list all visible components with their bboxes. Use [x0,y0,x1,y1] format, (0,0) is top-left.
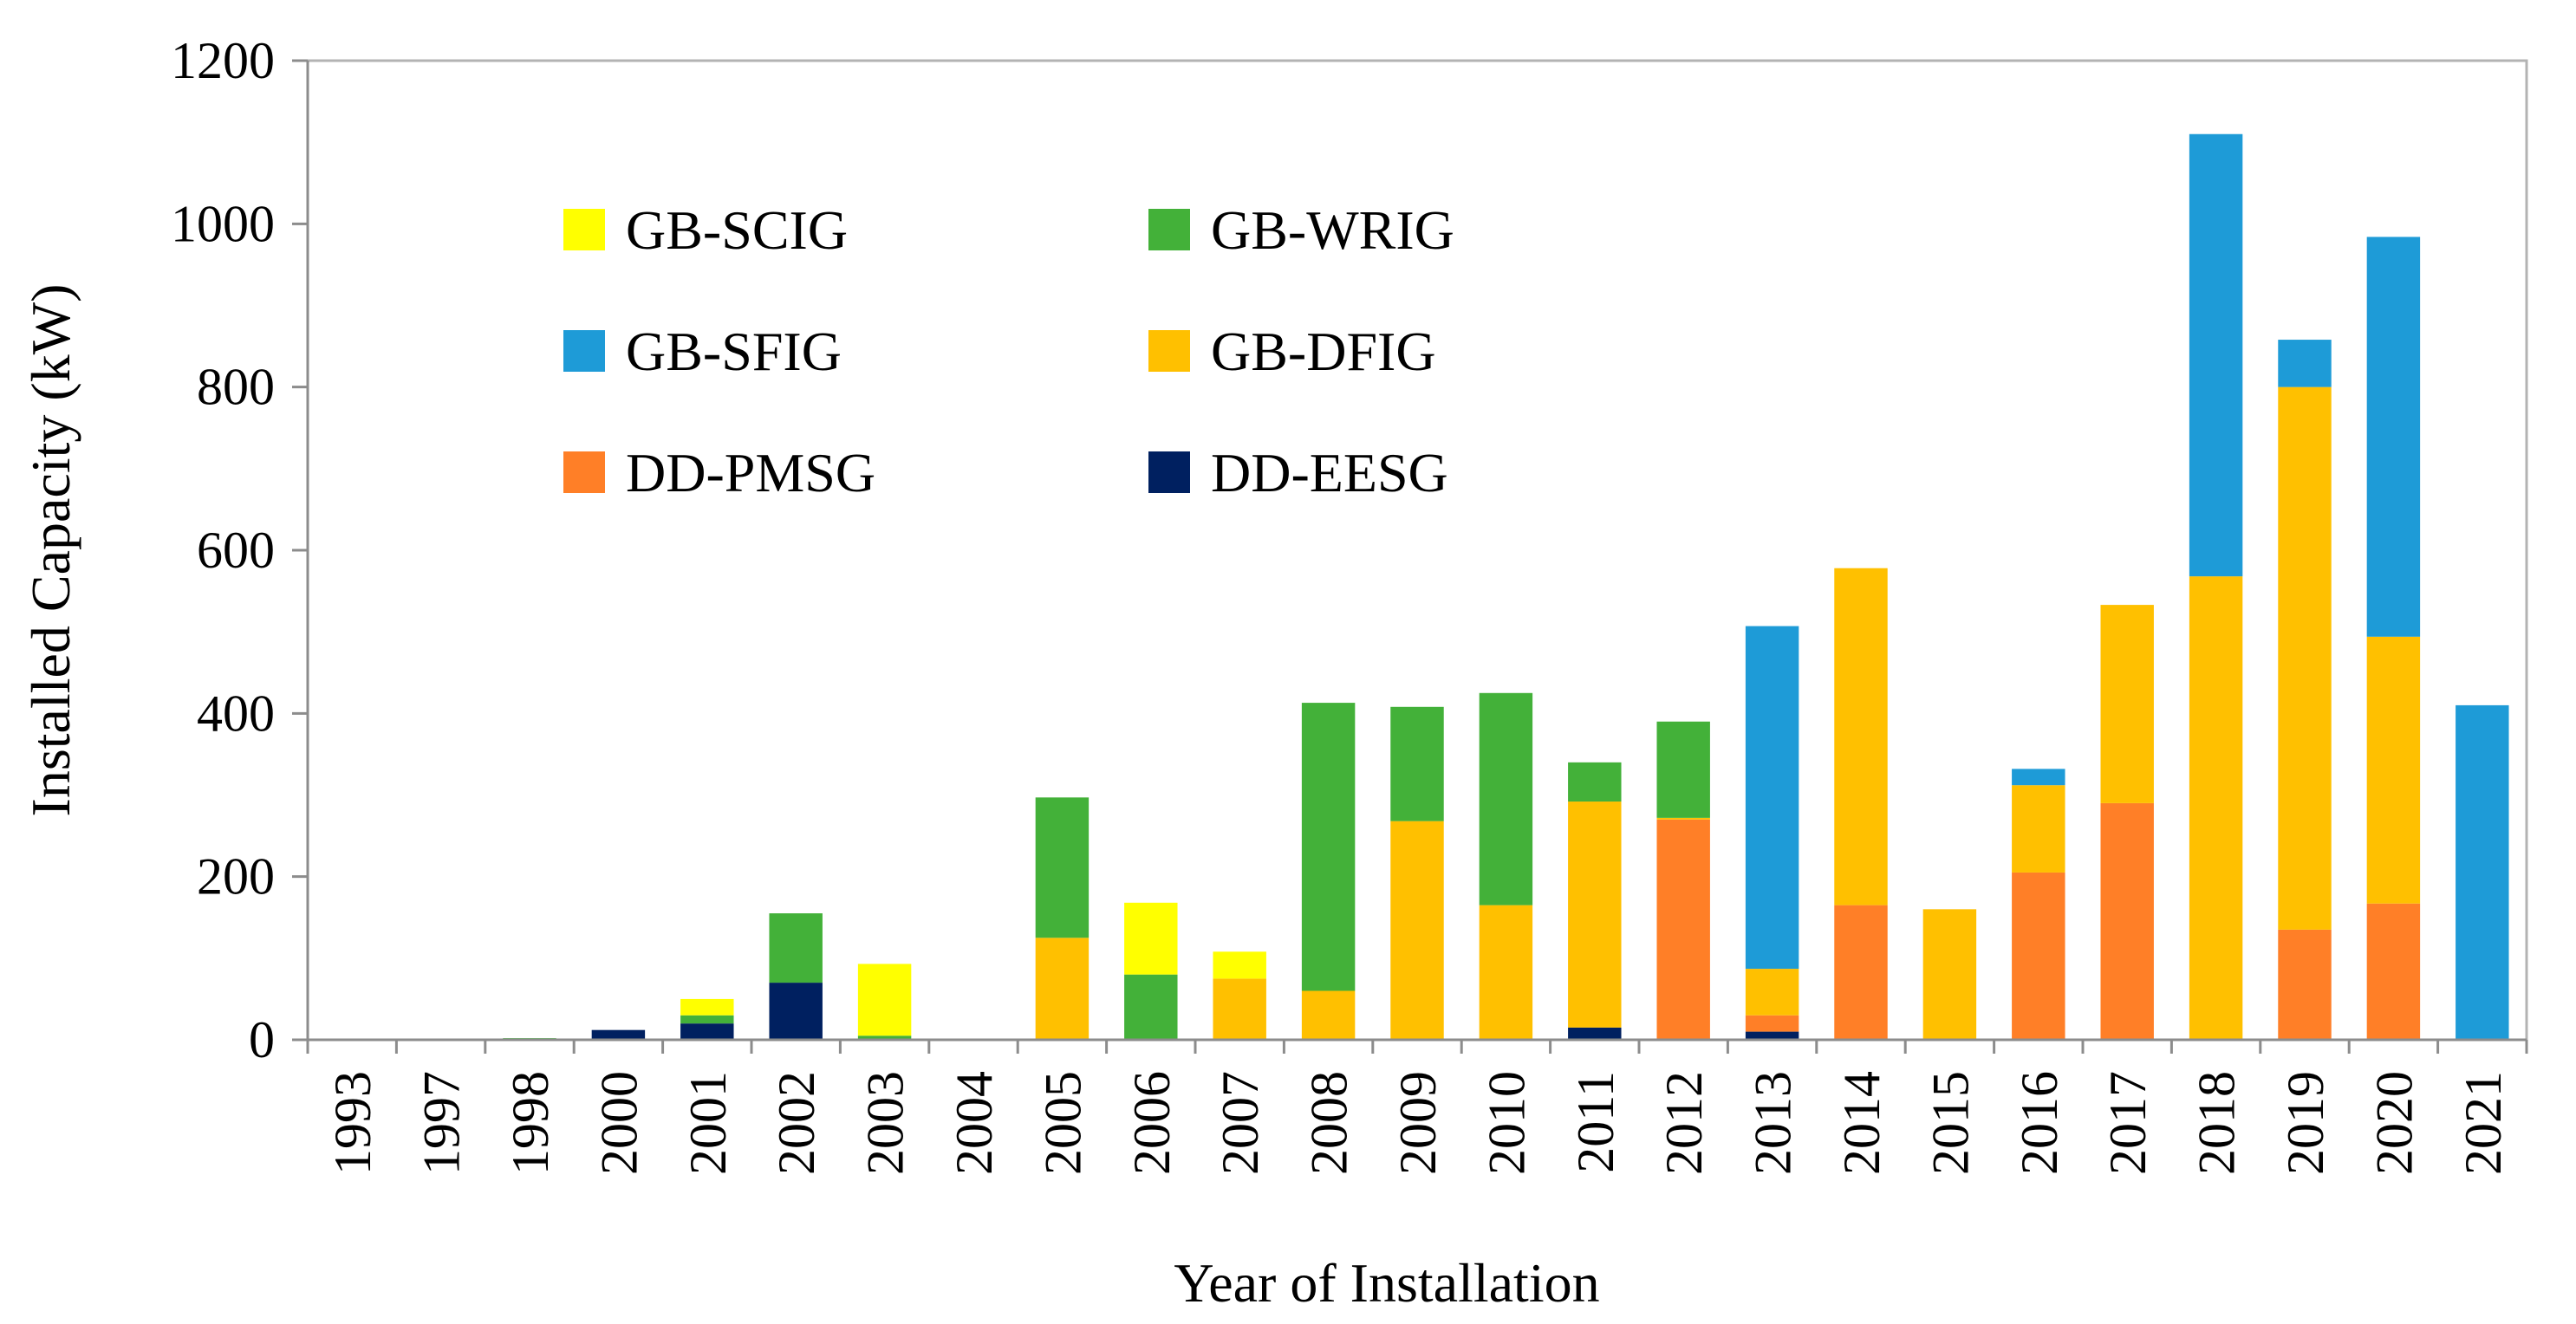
x-tick-label: 2010 [1478,1071,1535,1175]
x-tick-label: 1993 [324,1071,381,1175]
bar-segment-dd-pmsg [1656,819,1710,1040]
bar-segment-dd-pmsg [2012,872,2065,1040]
x-tick-label: 2011 [1567,1071,1624,1173]
bar-segment-gb-wrig [1656,721,1710,818]
x-tick-label: 1997 [413,1071,471,1175]
x-tick-label: 2004 [946,1071,1003,1175]
bar-segment-gb-wrig [1035,797,1090,938]
bar-segment-dd-pmsg [2366,903,2421,1040]
y-tick-label: 200 [197,848,275,905]
bar-segment-dd-pmsg [1745,1015,1799,1032]
x-axis-title: Year of Installation [1174,1252,1599,1314]
bar-segment-gb-dfig [1213,978,1266,1040]
x-tick-label: 1998 [502,1071,559,1175]
y-tick-label: 0 [249,1011,275,1068]
x-tick-label: 2020 [2365,1071,2423,1175]
x-tick-label: 2003 [857,1071,914,1175]
bar-segment-gb-scig [857,964,912,1036]
y-tick-label: 400 [197,685,275,742]
bar-segment-gb-wrig [1568,762,1622,802]
x-tick-label: 2021 [2455,1071,2512,1175]
x-tick-label: 2008 [1301,1071,1358,1175]
bar-segment-gb-dfig [1656,817,1710,820]
legend: GB-SCIG GB-WRIG GB-SFIG GB-DFIG DD-PMSG DD-EE… [563,199,1454,503]
bar-segment-gb-sfig [2278,340,2332,387]
bar-segment-gb-dfig [2366,636,2421,904]
x-tick-label: 2005 [1034,1071,1091,1175]
x-tick-label: 2007 [1212,1071,1269,1175]
bar-segment-gb-wrig [1124,974,1178,1040]
x-axis: 1993 1997 1998 2000 2001 2002 2003 2004 2005 2006… [306,1038,2528,1175]
legend-swatch [563,451,605,493]
bar-segment-gb-dfig [2189,576,2243,1040]
legend-label: GB-SFIG [626,321,842,382]
x-tick-label: 2018 [2189,1071,2246,1175]
bar-segment-gb-dfig [1035,938,1090,1040]
x-tick-label: 2014 [1833,1071,1890,1175]
bar-segment-gb-wrig [857,1035,912,1040]
bar-segment-gb-scig [680,998,734,1016]
x-tick-label: 2012 [1656,1071,1713,1175]
bar-segment-dd-pmsg [2278,929,2332,1040]
bar-segment-gb-scig [1124,902,1178,975]
bar-segment-dd-eesg [769,983,823,1040]
bar-segment-gb-dfig [2100,605,2154,803]
bar-series-group [503,133,2509,1040]
bar-segment-gb-dfig [2012,785,2065,873]
x-tick-label: 2015 [1922,1071,1979,1175]
y-tick-label: 800 [197,359,275,416]
y-tick-label: 1200 [171,32,275,89]
bar-segment-dd-pmsg [2100,802,2154,1040]
x-tick-label: 2017 [2099,1071,2156,1175]
bar-segment-gb-dfig [2278,386,2332,930]
x-tick-label: 2006 [1123,1071,1181,1175]
bar-segment-gb-sfig [2189,133,2243,577]
bar-segment-gb-sfig [2012,769,2065,786]
y-tick-label: 600 [197,522,275,579]
bar-segment-gb-dfig [1301,990,1356,1040]
x-tick-label: 2009 [1389,1071,1447,1175]
x-tick-label: 2019 [2277,1071,2334,1175]
legend-swatch [1148,451,1190,493]
y-axis: 0 200 400 600 800 1000 1200 [171,32,309,1068]
bar-segment-gb-sfig [2366,237,2421,637]
bar-segment-gb-wrig [769,913,823,983]
bar-segment-gb-dfig [1390,821,1444,1040]
bar-segment-gb-dfig [1479,905,1533,1040]
bar-segment-gb-wrig [1390,706,1444,821]
legend-label: DD-PMSG [626,442,875,503]
x-tick-label: 2013 [1745,1071,1802,1175]
bar-segment-gb-scig [1213,951,1266,979]
bar-segment-dd-eesg [1745,1031,1799,1040]
bar-segment-dd-eesg [680,1023,734,1040]
y-axis-title: Installed Capacity (kW) [20,284,81,817]
bar-segment-gb-wrig [680,1015,734,1024]
bar-segment-gb-dfig [1834,568,1888,905]
bar-segment-gb-dfig [1568,802,1622,1028]
bar-segment-gb-dfig [1922,909,1977,1040]
legend-swatch [563,209,605,250]
legend-label: GB-DFIG [1211,321,1436,382]
bar-segment-gb-sfig [1745,626,1799,970]
bar-segment-dd-eesg [1568,1027,1622,1040]
x-tick-label: 2016 [2011,1071,2068,1175]
x-tick-label: 2002 [768,1071,825,1175]
bar-segment-gb-wrig [1479,692,1533,905]
legend-label: GB-WRIG [1211,199,1454,261]
x-tick-label: 2001 [680,1071,737,1175]
bar-segment-gb-wrig [1301,703,1356,991]
x-tick-label: 2000 [590,1071,647,1175]
legend-label: DD-EESG [1211,442,1448,503]
bar-segment-gb-dfig [1745,969,1799,1016]
legend-swatch [1148,330,1190,372]
bar-segment-dd-eesg [591,1029,646,1040]
legend-swatch [1148,209,1190,250]
legend-label: GB-SCIG [626,199,848,261]
bar-segment-gb-sfig [2456,704,2509,1040]
legend-swatch [563,330,605,372]
bar-segment-dd-pmsg [1834,905,1888,1040]
y-tick-label: 1000 [171,195,275,252]
